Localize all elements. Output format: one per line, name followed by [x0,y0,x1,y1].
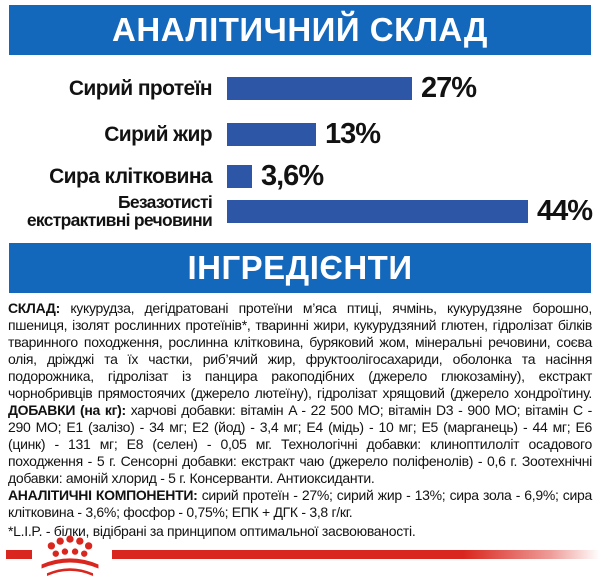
brand-footer [0,532,600,576]
ingredients-title: ІНГРЕДІЄНТИ [187,249,413,287]
bar-value-label: 27% [421,72,477,104]
bar [227,199,528,223]
bar-category-label-line: Сирий жир [104,122,212,146]
bar-row: Сира клітковина 3,6% [0,160,600,193]
bar-track: 13% [227,118,381,151]
bar-chart: Сирий протеїн 27% Сирий жир 13% Сира клітков… [0,55,600,243]
royal-canin-crown-icon [41,535,99,576]
bar [227,123,316,146]
bar-value-label: 13% [325,118,381,150]
bar-row: Сирий протеїн 27% [0,72,600,105]
analytical-composition-header: АНАЛІТИЧНИЙ СКЛАД [9,5,591,55]
bar-category-label: Сирий жир [0,122,227,146]
bar-row: Безазотисті екстрактивні речовини 44% [0,192,600,231]
bar-track: 44% [227,194,593,228]
bold-text-segment: АНАЛІТИЧНІ КОМПОНЕНТИ: [8,487,202,504]
composition-paragraph: СКЛАД: кукурудза, дегідратовані протеїни… [8,300,592,487]
analytical-components-paragraph: АНАЛІТИЧНІ КОМПОНЕНТИ: сирий протеїн - 2… [8,487,592,521]
bold-text-segment: ДОБАВКИ (на кг): [8,402,131,419]
lip-footnote: *L.I.P. - білки, відібрані за принципом … [8,523,416,540]
text-segment: сирий протеїн - 27%; сирий жир - 13%; си… [8,487,592,521]
bold-text-segment: СКЛАД: [8,300,71,317]
text-segment: харчові добавки: вітамін A - 22 500 МО; … [8,402,592,487]
red-stripe-right [112,550,600,559]
bar-value-label: 3,6% [261,160,324,192]
analytical-composition-title: АНАЛІТИЧНИЙ СКЛАД [112,11,488,48]
red-stripe-left [6,550,32,559]
bar-track: 27% [227,72,477,105]
text-segment: кукурудза, дегідратовані протеїни м’яса … [8,300,592,402]
bar-category-label: Сира клітковина [0,164,227,188]
ingredients-text: СКЛАД: кукурудза, дегідратовані протеїни… [0,293,600,540]
bar-row: Сирий жир 13% [0,118,600,151]
ingredients-header: ІНГРЕДІЄНТИ [9,243,591,294]
bar-category-label-line: екстрактивні речовини [26,210,213,231]
bar-category-label: Сирий протеїн [0,76,227,100]
bar-category-label: Безазотисті екстрактивні речовини [0,192,227,231]
bar-track: 3,6% [227,160,324,193]
bar [227,165,252,188]
bar-category-label-line: Сира клітковина [49,164,212,188]
bar-value-label: 44% [537,194,593,227]
bar [227,77,412,100]
bar-category-label-line: Безазотисті [117,192,213,212]
bar-category-label-line: Сирий протеїн [68,76,213,100]
